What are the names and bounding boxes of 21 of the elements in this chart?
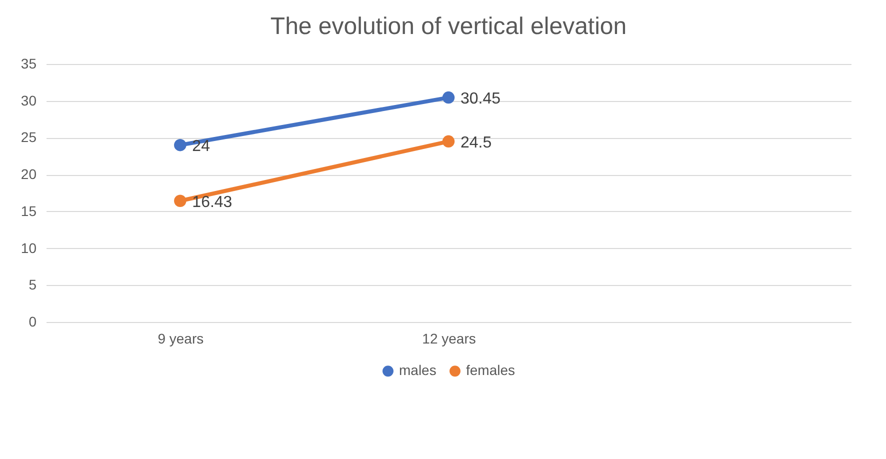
y-tick-label: 20 (20, 166, 37, 182)
data-label: 30.45 (460, 90, 501, 108)
legend-label: females (466, 362, 516, 378)
point (442, 91, 455, 104)
y-tick-label: 0 (28, 314, 37, 330)
chart-title: The evolution of vertical elevation (270, 13, 627, 40)
x-tick-label: 9 years (158, 330, 204, 346)
y-tick-label: 35 (20, 56, 37, 72)
y-tick-label: 30 (20, 92, 37, 108)
data-label: 24 (192, 138, 210, 156)
point (174, 138, 186, 152)
point (174, 194, 186, 207)
data-label: 24.5 (460, 134, 492, 152)
x-tick-label: 12 years (422, 330, 476, 346)
legend-label: males (399, 362, 436, 378)
y-tick-label: 5 (28, 276, 37, 293)
y-tick-label: 10 (20, 240, 37, 256)
y-tick-label: 15 (20, 202, 37, 219)
y-tick-label: 25 (20, 129, 37, 146)
data-label: 16.43 (192, 194, 232, 211)
point (442, 135, 455, 148)
